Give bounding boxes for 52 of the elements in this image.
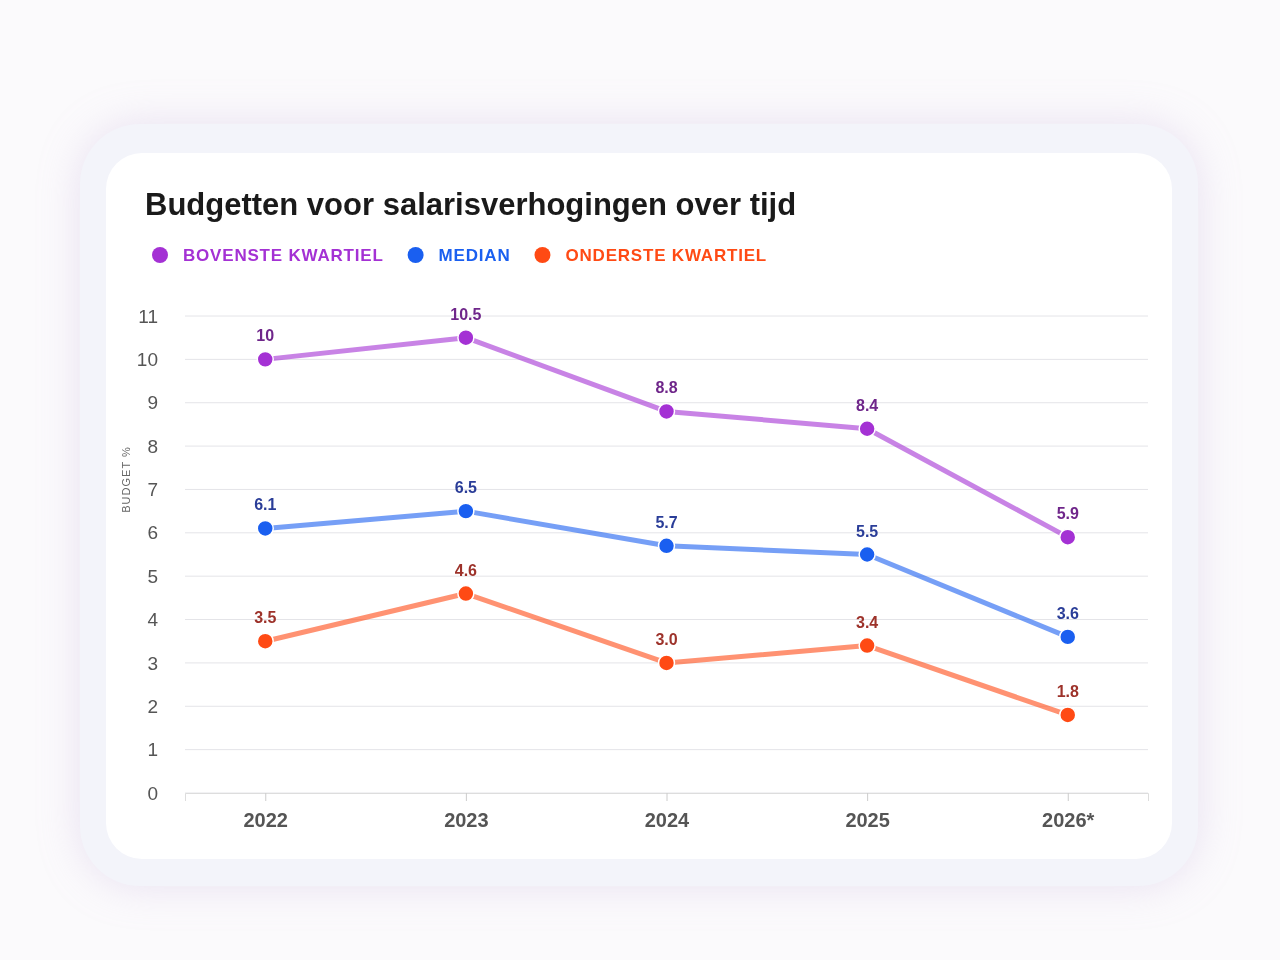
point <box>1059 706 1077 724</box>
data-label: 10.5 <box>450 305 482 323</box>
data-label: 3.5 <box>254 609 277 627</box>
point <box>657 402 676 421</box>
point <box>256 632 274 650</box>
point <box>457 328 475 347</box>
chart-title: Budgetten voor salarisverhogingen over tijd <box>145 187 797 222</box>
data-label: 8.4 <box>856 396 879 414</box>
point <box>858 636 876 655</box>
y-tick-label: 10 <box>136 348 158 370</box>
y-tick-label: 11 <box>138 305 158 327</box>
y-tick-label: 7 <box>147 479 158 501</box>
data-label: 3.6 <box>1056 604 1079 622</box>
point <box>457 502 475 520</box>
data-label: 6.1 <box>254 496 277 514</box>
point <box>1059 628 1077 646</box>
point <box>657 537 676 555</box>
y-tick-label: 8 <box>147 435 158 457</box>
y-tick-label: 1 <box>147 739 158 761</box>
y-tick-label: 0 <box>147 782 158 804</box>
y-tick-label: 2 <box>147 695 158 717</box>
data-label: 3.0 <box>655 630 678 648</box>
y-axis-title: BUDGET % <box>120 446 132 513</box>
point <box>256 350 274 369</box>
data-label: 8.8 <box>655 379 678 397</box>
x-tick-label: 2022 <box>243 809 288 832</box>
y-tick-label: 5 <box>147 565 158 587</box>
data-label: 1.8 <box>1056 682 1079 700</box>
x-tick-label: 2023 <box>444 809 489 832</box>
point <box>256 519 274 538</box>
point <box>858 420 876 438</box>
y-tick-label: 6 <box>147 522 158 544</box>
data-label: 5.9 <box>1056 505 1079 523</box>
x-tick-label: 2025 <box>845 809 890 832</box>
legend-label: BOVENSTE KWARTIEL <box>183 246 384 265</box>
point <box>657 654 676 672</box>
point <box>1059 528 1077 546</box>
data-label: 5.7 <box>655 513 678 531</box>
data-label: 6.5 <box>454 479 478 497</box>
legend-label: MEDIAN <box>438 246 511 265</box>
data-label: 5.5 <box>856 522 879 540</box>
point <box>457 584 475 603</box>
data-label: 10 <box>256 327 275 345</box>
y-tick-label: 3 <box>147 652 158 674</box>
point <box>858 545 876 564</box>
y-tick-label: 9 <box>147 392 158 414</box>
x-tick-label: 2024 <box>644 809 691 832</box>
y-tick-label: 4 <box>147 609 159 631</box>
x-tick-label: 2026* <box>1042 809 1095 832</box>
data-label: 3.4 <box>856 613 879 631</box>
data-label: 4.6 <box>454 561 478 579</box>
legend-label: ONDERSTE KWARTIEL <box>565 246 768 265</box>
